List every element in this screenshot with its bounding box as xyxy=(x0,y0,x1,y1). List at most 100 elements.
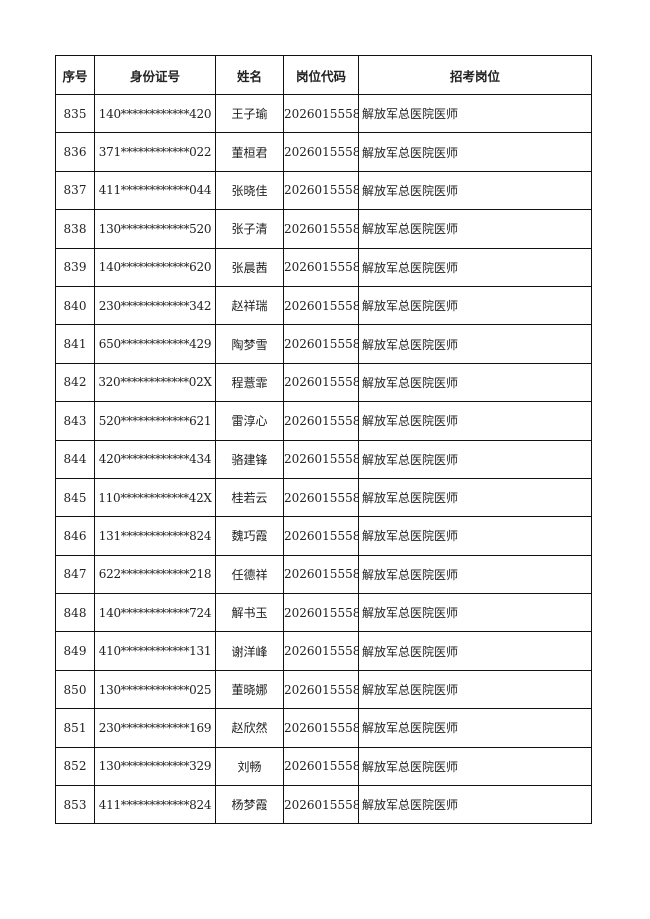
id-cell: 140************620 xyxy=(94,247,216,287)
seq-cell: 853 xyxy=(55,785,95,825)
header-row: 序号 身份证号 姓名 岗位代码 招考岗位 xyxy=(55,55,592,95)
seq-cell: 837 xyxy=(55,170,95,211)
code-cell: 2026015558 xyxy=(283,746,359,787)
code-cell: 2026015558 xyxy=(283,516,359,556)
code-cell: 2026015558 xyxy=(283,669,359,710)
code-cell: 2026015558 xyxy=(283,93,359,134)
position-cell: 解放军总医院医师 xyxy=(358,631,592,671)
name-cell: 赵欣然 xyxy=(215,708,284,748)
seq-cell: 849 xyxy=(55,631,95,671)
name-cell: 张晓佳 xyxy=(215,170,284,211)
code-cell: 2026015558 xyxy=(283,593,359,633)
table-row: 848 140************724 解书玉 2026015558 解放军总医院… xyxy=(55,593,592,633)
code-cell: 2026015558 xyxy=(283,477,359,518)
id-cell: 130************520 xyxy=(94,209,216,249)
table-row: 846 131************824 魏巧霞 2026015558 解放军总医院… xyxy=(55,516,592,556)
id-cell: 320************02X xyxy=(94,362,216,403)
seq-cell: 838 xyxy=(55,209,95,249)
header-seq: 序号 xyxy=(55,55,95,95)
id-cell: 371************022 xyxy=(94,132,216,172)
id-cell: 650************429 xyxy=(94,324,216,364)
id-cell: 230************169 xyxy=(94,708,216,748)
code-cell: 2026015558 xyxy=(283,439,359,479)
name-cell: 张子清 xyxy=(215,209,284,249)
seq-cell: 852 xyxy=(55,746,95,787)
seq-cell: 848 xyxy=(55,593,95,633)
position-cell: 解放军总医院医师 xyxy=(358,401,592,441)
header-position: 招考岗位 xyxy=(358,55,592,95)
table-row: 843 520************621 雷淳心 2026015558 解放军总医院… xyxy=(55,401,592,441)
id-cell: 520************621 xyxy=(94,401,216,441)
position-cell: 解放军总医院医师 xyxy=(358,93,592,134)
position-cell: 解放军总医院医师 xyxy=(358,362,592,403)
position-cell: 解放军总医院医师 xyxy=(358,247,592,287)
code-cell: 2026015558 xyxy=(283,132,359,172)
name-cell: 王子瑜 xyxy=(215,93,284,134)
table-row: 836 371************022 董桓君 2026015558 解放军总医院… xyxy=(55,132,592,172)
name-cell: 董桓君 xyxy=(215,132,284,172)
code-cell: 2026015558 xyxy=(283,554,359,595)
table-row: 841 650************429 陶梦雪 2026015558 解放军总医院… xyxy=(55,324,592,364)
seq-cell: 842 xyxy=(55,362,95,403)
name-cell: 魏巧霞 xyxy=(215,516,284,556)
header-id: 身份证号 xyxy=(94,55,216,95)
id-cell: 140************724 xyxy=(94,593,216,633)
code-cell: 2026015558 xyxy=(283,708,359,748)
code-cell: 2026015558 xyxy=(283,324,359,364)
position-cell: 解放军总医院医师 xyxy=(358,746,592,787)
table-row: 849 410************131 谢洋峰 2026015558 解放军总医院… xyxy=(55,631,592,671)
seq-cell: 850 xyxy=(55,669,95,710)
name-cell: 谢洋峰 xyxy=(215,631,284,671)
table-row: 853 411************824 杨梦霞 2026015558 解放军总医院… xyxy=(55,785,592,825)
id-cell: 140************420 xyxy=(94,93,216,134)
code-cell: 2026015558 xyxy=(283,785,359,825)
name-cell: 刘畅 xyxy=(215,746,284,787)
name-cell: 桂若云 xyxy=(215,477,284,518)
position-cell: 解放军总医院医师 xyxy=(358,669,592,710)
table-row: 837 411************044 张晓佳 2026015558 解放军总医院… xyxy=(55,170,592,211)
name-cell: 解书玉 xyxy=(215,593,284,633)
position-cell: 解放军总医院医师 xyxy=(358,439,592,479)
id-cell: 411************044 xyxy=(94,170,216,211)
position-cell: 解放军总医院医师 xyxy=(358,554,592,595)
position-cell: 解放军总医院医师 xyxy=(358,170,592,211)
seq-cell: 839 xyxy=(55,247,95,287)
position-cell: 解放军总医院医师 xyxy=(358,209,592,249)
seq-cell: 847 xyxy=(55,554,95,595)
header-name: 姓名 xyxy=(215,55,284,95)
table-row: 851 230************169 赵欣然 2026015558 解放军总医院… xyxy=(55,708,592,748)
id-cell: 420************434 xyxy=(94,439,216,479)
table-row: 838 130************520 张子清 2026015558 解放军总医院… xyxy=(55,209,592,249)
id-cell: 230************342 xyxy=(94,285,216,326)
position-cell: 解放军总医院医师 xyxy=(358,285,592,326)
table-row: 835 140************420 王子瑜 2026015558 解放军总医院… xyxy=(55,93,592,134)
id-cell: 130************025 xyxy=(94,669,216,710)
position-cell: 解放军总医院医师 xyxy=(358,477,592,518)
seq-cell: 841 xyxy=(55,324,95,364)
seq-cell: 840 xyxy=(55,285,95,326)
position-cell: 解放军总医院医师 xyxy=(358,708,592,748)
id-cell: 130************329 xyxy=(94,746,216,787)
name-cell: 赵祥瑞 xyxy=(215,285,284,326)
table-row: 840 230************342 赵祥瑞 2026015558 解放军总医院… xyxy=(55,285,592,326)
code-cell: 2026015558 xyxy=(283,631,359,671)
position-cell: 解放军总医院医师 xyxy=(358,593,592,633)
seq-cell: 846 xyxy=(55,516,95,556)
table-row: 852 130************329 刘畅 2026015558 解放军总医院医… xyxy=(55,746,592,787)
code-cell: 2026015558 xyxy=(283,170,359,211)
id-cell: 622************218 xyxy=(94,554,216,595)
code-cell: 2026015558 xyxy=(283,401,359,441)
name-cell: 程薏霏 xyxy=(215,362,284,403)
position-cell: 解放军总医院医师 xyxy=(358,785,592,825)
table-row: 847 622************218 任德祥 2026015558 解放军总医院… xyxy=(55,554,592,595)
code-cell: 2026015558 xyxy=(283,285,359,326)
seq-cell: 835 xyxy=(55,93,95,134)
seq-cell: 843 xyxy=(55,401,95,441)
id-cell: 410************131 xyxy=(94,631,216,671)
table-row: 844 420************434 骆建锋 2026015558 解放军总医院… xyxy=(55,439,592,479)
seq-cell: 845 xyxy=(55,477,95,518)
code-cell: 2026015558 xyxy=(283,362,359,403)
id-cell: 411************824 xyxy=(94,785,216,825)
seq-cell: 851 xyxy=(55,708,95,748)
seq-cell: 836 xyxy=(55,132,95,172)
